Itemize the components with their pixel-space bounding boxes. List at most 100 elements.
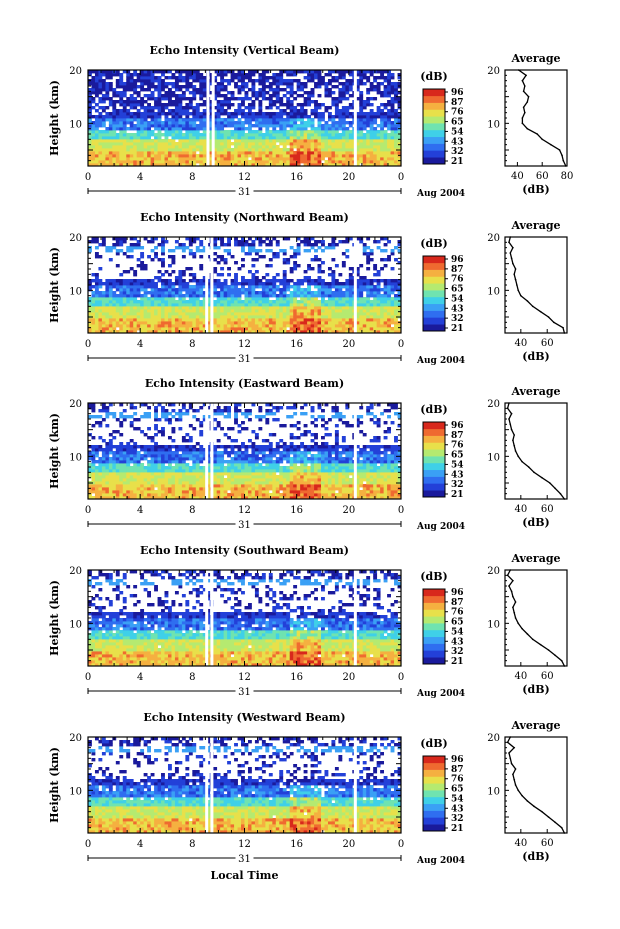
heatmap-cell — [247, 288, 252, 292]
heatmap-cell — [154, 309, 158, 313]
heatmap-cell — [223, 312, 228, 316]
heatmap-cell — [199, 264, 204, 268]
heatmap-cell — [94, 312, 99, 316]
heatmap-cell — [341, 145, 346, 149]
heatmap-cell — [380, 70, 385, 74]
heatmap-cell — [390, 249, 395, 253]
heatmap-cell — [303, 237, 308, 241]
profile-point — [550, 143, 552, 146]
heatmap-cell — [376, 285, 381, 289]
heatmap-cell — [115, 300, 120, 304]
heatmap-cell — [293, 121, 298, 125]
colorbar-swatch — [423, 262, 445, 270]
heatmap-cell — [296, 163, 301, 167]
heatmap-cell — [227, 115, 231, 119]
heatmap-cell — [383, 288, 388, 292]
heatmap-cell — [154, 315, 158, 319]
heatmap-cell — [394, 121, 398, 125]
heatmap-cell — [254, 154, 259, 158]
heatmap-cell — [178, 330, 183, 334]
heatmap-cell — [296, 118, 301, 122]
heatmap-cell — [213, 493, 218, 497]
heatmap-cell — [143, 133, 148, 137]
heatmap-cell — [98, 85, 103, 89]
heatmap-cell — [216, 493, 221, 497]
heatmap-cell — [272, 82, 277, 86]
heatmap-cell — [136, 154, 141, 158]
heatmap-cell — [94, 493, 99, 497]
heatmap-cell — [164, 94, 169, 98]
heatmap-cell — [366, 133, 371, 137]
heatmap-cell — [317, 79, 322, 83]
heatmap-cell — [108, 97, 113, 101]
heatmap-cell — [265, 91, 270, 95]
heatmap-cell — [140, 82, 145, 86]
heatmap-cell — [220, 100, 225, 104]
heatmap-cell — [237, 243, 242, 247]
heatmap-cell — [258, 130, 263, 134]
heatmap-cell — [234, 76, 238, 80]
heatmap-cell — [206, 330, 211, 334]
heatmap-cell — [157, 139, 162, 143]
heatmap-cell — [126, 249, 131, 253]
heatmap-cell — [307, 297, 311, 301]
heatmap-cell — [91, 291, 96, 295]
heatmap-cell — [286, 282, 291, 286]
heatmap-cell — [293, 267, 298, 271]
heatmap-cell — [390, 306, 395, 310]
heatmap-cell — [310, 79, 315, 83]
heatmap-cell — [265, 121, 270, 125]
heatmap-cell — [314, 136, 318, 140]
heatmap-cell — [234, 496, 238, 500]
heatmap-cell — [150, 282, 155, 286]
heatmap-cell — [199, 249, 204, 253]
heatmap-cell — [133, 85, 138, 89]
heatmap-cell — [307, 142, 311, 146]
heatmap-cell — [105, 493, 110, 497]
heatmap-cell — [237, 294, 242, 298]
heatmap-cell — [108, 493, 113, 497]
heatmap-cell — [390, 127, 395, 131]
heatmap-cell — [303, 76, 308, 80]
heatmap-cell — [220, 151, 225, 155]
heatmap-cell — [390, 97, 395, 101]
heatmap-cell — [338, 133, 343, 137]
colorbar-tick-label: 96 — [451, 88, 464, 98]
heatmap-cell — [91, 490, 96, 494]
heatmap-cell — [164, 127, 169, 131]
heatmap-cell — [251, 279, 256, 283]
heatmap-cell — [303, 318, 308, 322]
heatmap-cell — [206, 282, 211, 286]
heatmap-cell — [178, 151, 183, 155]
heatmap-cell — [376, 139, 381, 143]
heatmap-cell — [373, 130, 378, 134]
heatmap-cell — [185, 112, 190, 116]
heatmap-cell — [307, 100, 311, 104]
heatmap-cell — [397, 151, 402, 155]
heatmap-cell — [122, 142, 127, 146]
heatmap-cell — [202, 321, 207, 325]
heatmap-cell — [223, 306, 228, 310]
heatmap-cell — [293, 493, 298, 497]
heatmap-cell — [234, 145, 238, 149]
heatmap-cell — [345, 115, 350, 119]
heatmap-cell — [279, 330, 284, 334]
heatmap-cell — [265, 291, 270, 295]
heatmap-cell — [296, 288, 301, 292]
heatmap-cell — [161, 264, 165, 268]
heatmap-cell — [216, 100, 221, 104]
heatmap-cell — [237, 109, 242, 113]
heatmap-cell — [105, 82, 110, 86]
heatmap-cell — [394, 312, 398, 316]
heatmap-cell — [216, 148, 221, 152]
heatmap-cell — [394, 100, 398, 104]
heatmap-cell — [206, 315, 211, 319]
heatmap-cell — [338, 136, 343, 140]
heatmap-cell — [331, 115, 336, 119]
heatmap-cell — [98, 318, 103, 322]
heatmap-cell — [199, 76, 204, 80]
heatmap-cell — [202, 285, 207, 289]
heatmap-cell — [362, 145, 367, 149]
heatmap-cell — [140, 88, 145, 92]
heatmap-cell — [310, 493, 315, 497]
